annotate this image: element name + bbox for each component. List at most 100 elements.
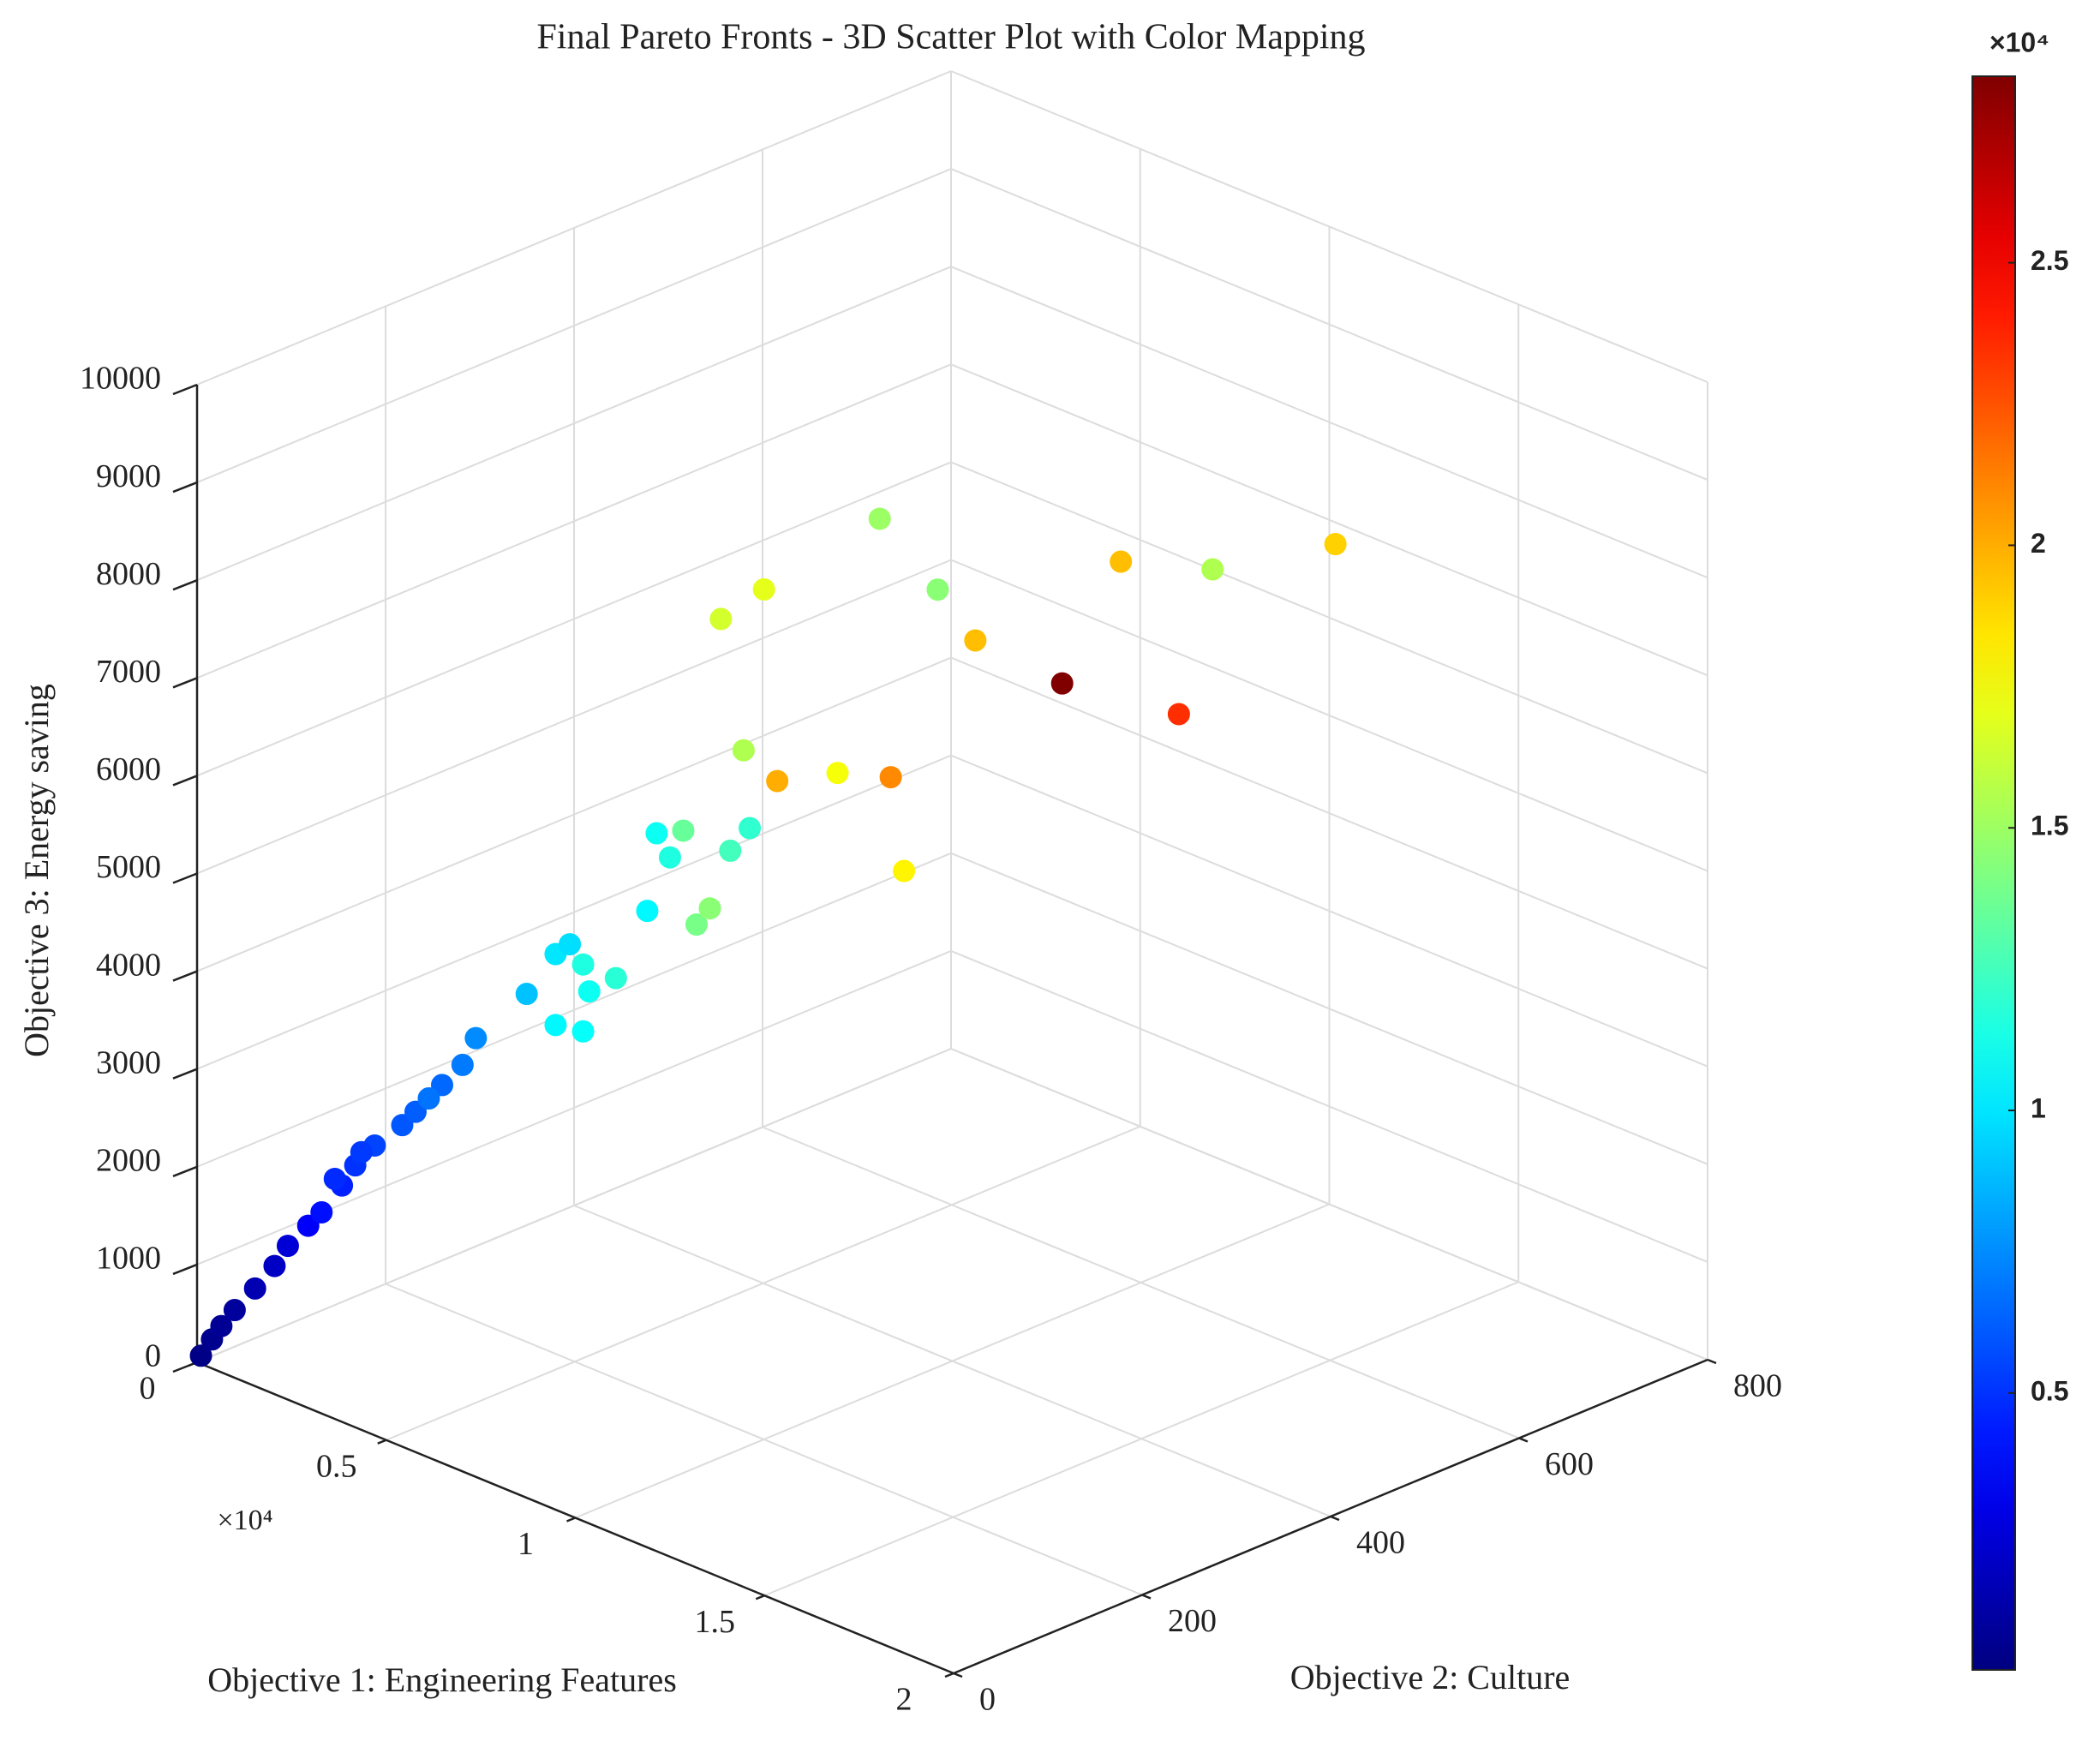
data-point [1110, 550, 1133, 573]
z-tick [172, 872, 198, 884]
z-tick [172, 1263, 198, 1276]
grid-line [950, 1048, 1708, 1361]
data-point [826, 762, 849, 785]
z-tick [172, 970, 198, 982]
z-tick-label: 0 [145, 1338, 161, 1374]
z-axis-label: Objective 3: Energy saving [17, 684, 56, 1057]
colorbar [1971, 75, 2016, 1671]
grid-line [196, 754, 952, 1070]
grid-line [196, 363, 952, 679]
data-point [766, 769, 789, 793]
grid-line [196, 168, 952, 484]
data-point [658, 846, 681, 869]
data-point [752, 577, 775, 601]
data-point [515, 983, 538, 1006]
data-point [296, 1214, 320, 1237]
z-tick [172, 677, 198, 689]
z-tick [172, 775, 198, 787]
data-point [223, 1299, 246, 1322]
data-point [323, 1167, 346, 1190]
x-tick [944, 1672, 954, 1678]
grid-line [950, 852, 1708, 1165]
data-point [310, 1200, 333, 1223]
z-tick-label: 5000 [96, 849, 161, 885]
data-point [571, 1020, 595, 1043]
grid-line [196, 1048, 952, 1363]
x-tick-label: 1.5 [695, 1604, 736, 1640]
data-point [709, 607, 733, 631]
grid-line [196, 852, 952, 1168]
z-tick [172, 383, 198, 396]
z-tick [172, 579, 198, 591]
x-tick-label: 1 [518, 1526, 534, 1562]
grid-line [196, 656, 952, 972]
data-point [1167, 703, 1190, 726]
grid-line [196, 559, 952, 875]
grid-line [950, 363, 1708, 677]
z-tick [172, 1361, 198, 1373]
data-point [577, 980, 601, 1003]
y-axis-label: Objective 2: Culture [1290, 1658, 1571, 1696]
data-point [868, 507, 891, 530]
x-tick-label: 0 [140, 1371, 156, 1407]
x-tick-label: 2 [896, 1682, 912, 1718]
colorbar-tick-label: 1.5 [2031, 811, 2068, 841]
data-point [1324, 533, 1347, 556]
y-tick-label: 800 [1733, 1368, 1782, 1404]
y-tick [953, 1672, 963, 1678]
data-point [464, 1026, 488, 1050]
grid-line [196, 70, 952, 386]
data-point [276, 1235, 299, 1258]
colorbar-tick-label: 1 [2031, 1092, 2046, 1123]
z-tick-label: 4000 [96, 947, 161, 983]
data-point [559, 933, 582, 956]
data-point [879, 766, 902, 789]
y-tick [1707, 1358, 1717, 1365]
data-point [451, 1053, 474, 1076]
data-point [964, 629, 987, 652]
colorbar-tick-label: 2.5 [2031, 245, 2068, 276]
grid-line [573, 1205, 1331, 1517]
colorbar-tick-label: 0.5 [2031, 1375, 2068, 1406]
data-point [739, 817, 762, 840]
y-tick-label: 200 [1168, 1603, 1217, 1639]
grid-line [950, 168, 1708, 482]
data-point [719, 839, 742, 862]
y-tick [1518, 1437, 1529, 1443]
data-point [391, 1114, 414, 1137]
data-point [685, 913, 708, 936]
data-point [636, 900, 659, 923]
data-point [1201, 558, 1224, 581]
y-tick-label: 600 [1545, 1446, 1594, 1482]
data-point [645, 822, 668, 845]
chart-title: Final Pareto Fronts - 3D Scatter Plot wi… [536, 18, 1365, 57]
data-point [243, 1277, 266, 1300]
data-point [604, 966, 627, 990]
x-tick [755, 1594, 765, 1600]
y-tick [1330, 1515, 1340, 1522]
grid-line [385, 1283, 1143, 1596]
z-tick-label: 10000 [80, 361, 161, 397]
grid-line [950, 949, 1708, 1263]
data-point [893, 859, 916, 882]
z-tick-label: 9000 [96, 458, 161, 494]
z-tick [172, 1165, 198, 1177]
z-tick-label: 1000 [96, 1241, 161, 1277]
data-point [350, 1140, 373, 1164]
data-point [189, 1344, 212, 1367]
z-tick-label: 6000 [96, 751, 161, 787]
grid-line [950, 559, 1708, 872]
data-point [263, 1254, 286, 1277]
data-point [926, 578, 949, 601]
grid-line [762, 1126, 1520, 1439]
data-point [571, 953, 595, 976]
data-point [1050, 672, 1074, 695]
z-tick-label: 3000 [96, 1044, 161, 1080]
data-point [732, 739, 755, 762]
z-tick-label: 7000 [96, 654, 161, 690]
grid-line [950, 754, 1708, 1068]
data-point [544, 1014, 567, 1037]
grid-line [950, 461, 1708, 775]
grid-line [950, 266, 1708, 579]
